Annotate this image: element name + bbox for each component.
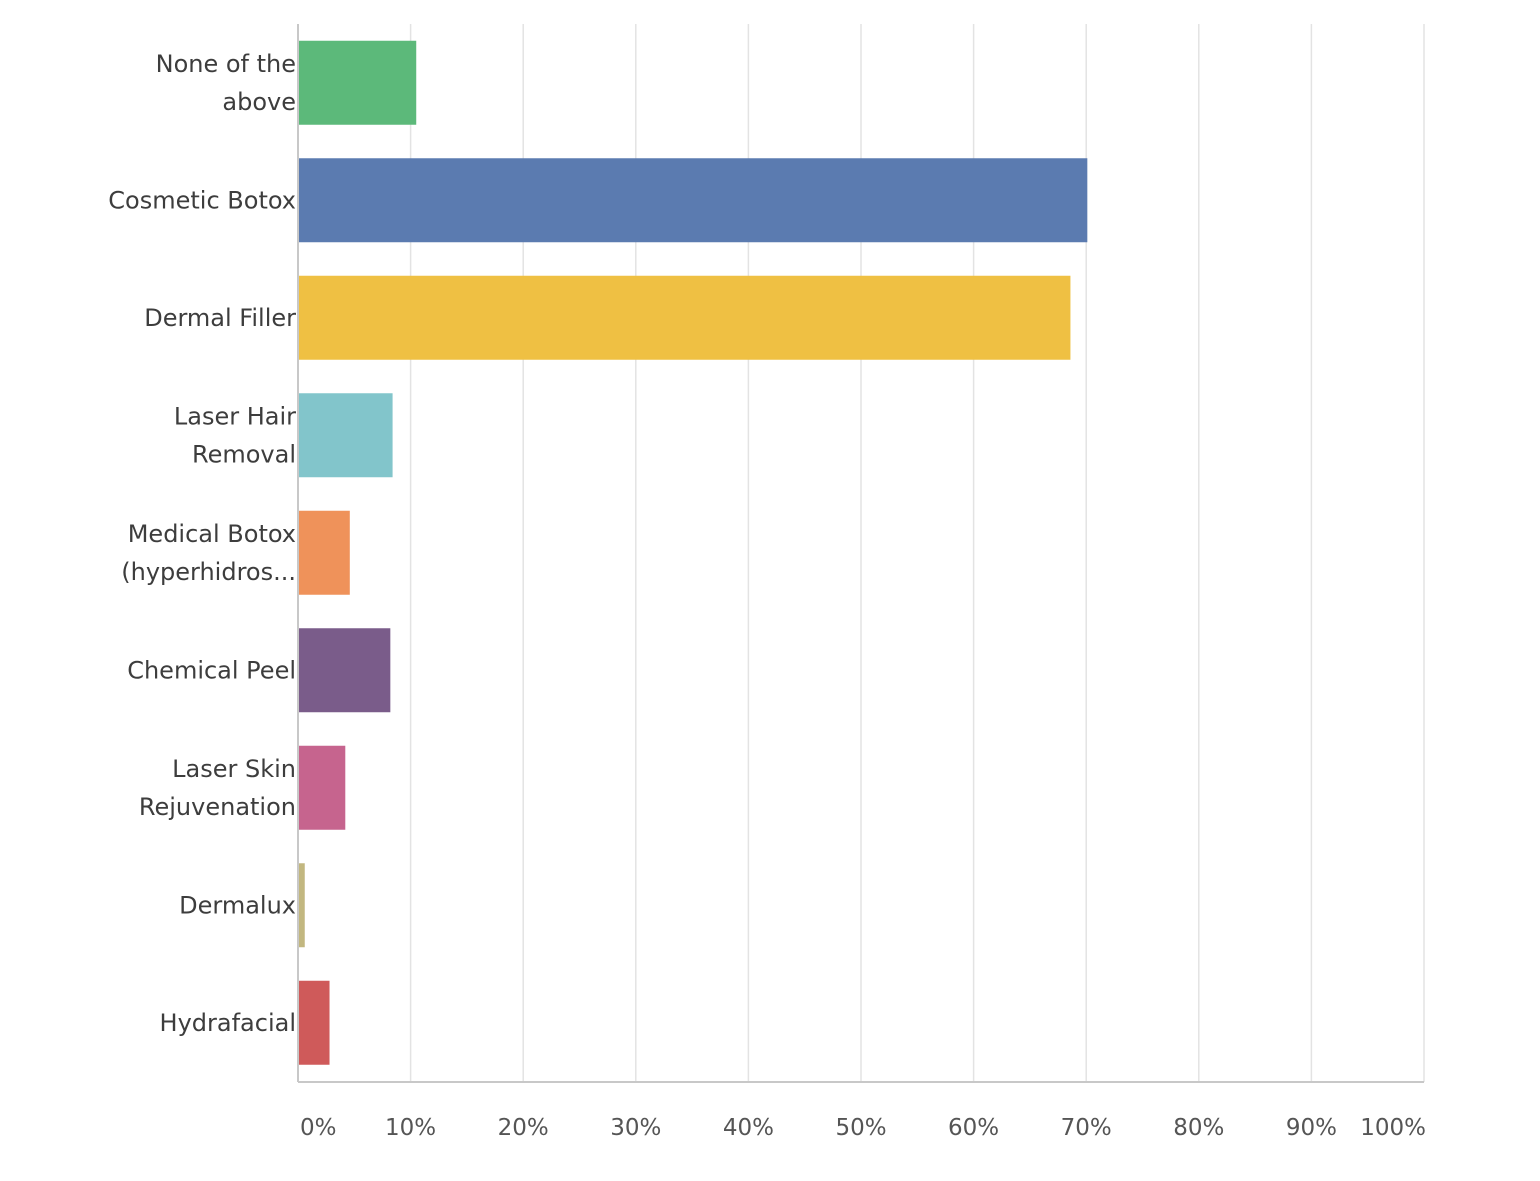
bar <box>298 393 393 478</box>
category-label: Laser Skin Rejuvenation <box>139 755 296 821</box>
x-tick-label: 60% <box>948 1115 999 1141</box>
x-tick-label: 100% <box>1360 1115 1426 1141</box>
bar <box>298 40 417 125</box>
category-label-line: Rejuvenation <box>139 793 296 821</box>
category-label: Dermalux <box>179 891 296 919</box>
axes <box>297 24 1424 1083</box>
bar <box>298 980 330 1065</box>
category-label-line: Cosmetic Botox <box>108 186 296 214</box>
category-label: Cosmetic Botox <box>108 186 296 214</box>
category-label-line: Dermalux <box>179 891 296 919</box>
bar <box>298 745 346 830</box>
bar <box>298 275 1071 360</box>
category-label: Laser Hair Removal <box>174 402 296 468</box>
bar <box>298 863 305 948</box>
bar <box>298 510 350 595</box>
category-label-line: Removal <box>192 440 296 468</box>
category-label-line: Medical Botox <box>128 520 296 548</box>
bar <box>298 628 391 713</box>
category-label: Hydrafacial <box>160 1009 296 1037</box>
category-label-line: None of the <box>156 50 296 78</box>
x-tick-label: 20% <box>498 1115 549 1141</box>
category-label: Chemical Peel <box>127 656 296 684</box>
x-tick-label: 80% <box>1173 1115 1224 1141</box>
x-tick-label: 0% <box>300 1115 337 1141</box>
category-label-line: Dermal Filler <box>144 304 296 332</box>
category-label-line: Laser Hair <box>174 402 296 430</box>
x-tick-label: 70% <box>1061 1115 1112 1141</box>
category-label: Dermal Filler <box>144 304 296 332</box>
category-label-line: (hyperhidros... <box>121 558 296 586</box>
category-labels: None of the above Cosmetic Botox Dermal Fil… <box>108 50 296 1037</box>
category-label-line: Chemical Peel <box>127 656 296 684</box>
category-label-line: above <box>222 88 296 116</box>
category-label: None of the above <box>156 50 296 116</box>
category-label: Medical Botox (hyperhidros... <box>121 520 296 586</box>
tick-labels: 0% 10% 20% 30% 40% 50% 60% 70% 80% 90% 100% <box>300 1115 1426 1141</box>
bar <box>298 158 1088 243</box>
x-tick-label: 90% <box>1286 1115 1337 1141</box>
category-label-line: Hydrafacial <box>160 1009 296 1037</box>
x-tick-label: 50% <box>835 1115 886 1141</box>
x-tick-label: 10% <box>385 1115 436 1141</box>
x-tick-label: 30% <box>610 1115 661 1141</box>
bars <box>298 40 1088 1065</box>
x-tick-label: 40% <box>723 1115 774 1141</box>
category-label-line: Laser Skin <box>172 755 296 783</box>
